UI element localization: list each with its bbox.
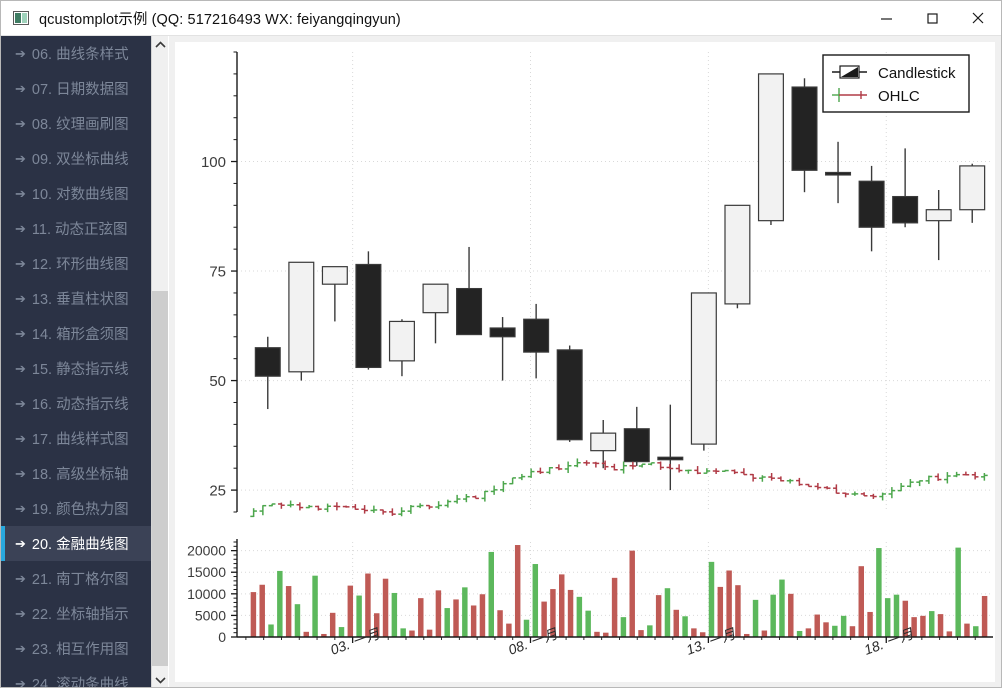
sidebar-item-label: 08. 纹理画刷图	[31, 117, 129, 133]
scrollbar-thumb[interactable]	[152, 291, 168, 666]
sidebar-item-label: 21. 南丁格尔图	[31, 572, 129, 588]
y-tick-label: 50	[209, 373, 226, 390]
ohlc-series	[250, 458, 988, 518]
title-bar: qcustomplot示例 (QQ: 517216493 WX: feiyang…	[1, 1, 1001, 36]
app-icon	[13, 11, 29, 25]
y-tick-label: 75	[209, 264, 226, 281]
sidebar-item-label: 07. 日期数据图	[31, 82, 129, 98]
volume-tick-label: 5000	[195, 607, 226, 623]
y-tick-label: 25	[209, 483, 226, 500]
sidebar-item-16[interactable]: ➔ 16. 动态指示线	[1, 386, 151, 421]
arrow-icon: ➔	[15, 256, 26, 271]
sidebar-item-20[interactable]: ➔ 20. 金融曲线图	[1, 526, 151, 561]
arrow-icon: ➔	[15, 501, 26, 516]
sidebar-item-label: 24. 滚动条曲线	[31, 677, 129, 688]
sidebar-item-13[interactable]: ➔ 13. 垂直柱状图	[1, 281, 151, 316]
volume-axis-tick-labels: 0 5000 10000 15000 20000	[187, 543, 226, 645]
legend-label-candlestick: Candlestick	[878, 65, 956, 82]
arrow-icon: ➔	[15, 676, 26, 688]
sidebar-item-label: 22. 坐标轴指示	[31, 607, 129, 623]
sidebar-item-label: 06. 曲线条样式	[31, 47, 129, 63]
sidebar-item-label: 17. 曲线样式图	[31, 432, 129, 448]
sidebar-item-label: 20. 金融曲线图	[31, 537, 129, 553]
sidebar-item-24[interactable]: ➔ 24. 滚动条曲线	[1, 666, 151, 688]
sidebar-item-label: 23. 相互作用图	[31, 642, 129, 658]
sidebar-item-15[interactable]: ➔ 15. 静态指示线	[1, 351, 151, 386]
arrow-icon: ➔	[15, 361, 26, 376]
sidebar-item-11[interactable]: ➔ 11. 动态正弦图	[1, 211, 151, 246]
sidebar-item-label: 16. 动态指示线	[31, 397, 129, 413]
volume-tick-label: 15000	[187, 564, 226, 580]
sidebar-item-label: 18. 高级坐标轴	[31, 467, 129, 483]
arrow-icon: ➔	[15, 46, 26, 61]
sidebar-item-22[interactable]: ➔ 22. 坐标轴指示	[1, 596, 151, 631]
sidebar-item-09[interactable]: ➔ 09. 双坐标曲线	[1, 141, 151, 176]
y-axis-tick-labels: 25 50 75 100	[201, 154, 226, 500]
arrow-icon: ➔	[15, 536, 26, 551]
sidebar-item-label: 14. 箱形盒须图	[31, 327, 129, 343]
volume-tick-label: 0	[218, 629, 226, 645]
sidebar-item-10[interactable]: ➔ 10. 对数曲线图	[1, 176, 151, 211]
chart-legend[interactable]: Candlestick OHLC	[822, 54, 970, 113]
sidebar-item-23[interactable]: ➔ 23. 相互作用图	[1, 631, 151, 666]
arrow-icon: ➔	[15, 571, 26, 586]
close-button[interactable]	[955, 1, 1001, 35]
sidebar-item-label: 11. 动态正弦图	[31, 222, 128, 238]
y-tick-label: 100	[201, 154, 226, 171]
candlestick-series	[254, 73, 986, 491]
minimize-button[interactable]	[863, 1, 909, 35]
sidebar-item-14[interactable]: ➔ 14. 箱形盒须图	[1, 316, 151, 351]
x-tick-label: 03. 一月	[328, 625, 383, 658]
sidebar-item-08[interactable]: ➔ 08. 纹理画刷图	[1, 106, 151, 141]
sidebar-item-label: 12. 环形曲线图	[31, 257, 129, 273]
volume-tick-label: 20000	[187, 543, 226, 559]
arrow-icon: ➔	[15, 641, 26, 656]
qcustomplot-canvas[interactable]: 25 50 75 100 0 5000 10000 15000 20000 03. 一月 08.…	[175, 42, 995, 682]
sidebar-item-06[interactable]: ➔ 06. 曲线条样式	[1, 36, 151, 71]
arrow-icon: ➔	[15, 606, 26, 621]
volume-bar-series	[250, 545, 988, 637]
sidebar-item-19[interactable]: ➔ 19. 颜色热力图	[1, 491, 151, 526]
arrow-icon: ➔	[15, 326, 26, 341]
window-controls	[863, 1, 1001, 35]
sidebar-item-label: 19. 颜色热力图	[31, 502, 129, 518]
legend-label-ohlc: OHLC	[878, 88, 920, 105]
chart-gridlines	[237, 52, 993, 637]
sidebar-item-label: 15. 静态指示线	[31, 362, 129, 378]
arrow-icon: ➔	[15, 186, 26, 201]
arrow-icon: ➔	[15, 431, 26, 446]
sidebar-item-12[interactable]: ➔ 12. 环形曲线图	[1, 246, 151, 281]
sidebar-item-18[interactable]: ➔ 18. 高级坐标轴	[1, 456, 151, 491]
scroll-down-icon[interactable]	[152, 671, 168, 687]
sidebar-item-label: 10. 对数曲线图	[31, 187, 129, 203]
sidebar-item-07[interactable]: ➔ 07. 日期数据图	[1, 71, 151, 106]
sidebar-scrollbar[interactable]	[151, 36, 168, 687]
arrow-icon: ➔	[15, 116, 26, 131]
scroll-up-icon[interactable]	[152, 36, 168, 53]
arrow-icon: ➔	[15, 291, 26, 306]
sidebar-item-label: 13. 垂直柱状图	[31, 292, 129, 308]
arrow-icon: ➔	[15, 396, 26, 411]
arrow-icon: ➔	[15, 221, 26, 236]
window-title: qcustomplot示例 (QQ: 517216493 WX: feiyang…	[39, 11, 401, 28]
sidebar-item-label: 09. 双坐标曲线	[31, 152, 129, 168]
sidebar-nav[interactable]: ➔ 06. 曲线条样式 ➔ 07. 日期数据图 ➔ 08. 纹理画刷图 ➔ 09. 双坐…	[1, 36, 151, 688]
volume-tick-label: 10000	[187, 586, 226, 602]
arrow-icon: ➔	[15, 466, 26, 481]
chart-axes	[231, 51, 993, 643]
sidebar-item-17[interactable]: ➔ 17. 曲线样式图	[1, 421, 151, 456]
maximize-button[interactable]	[909, 1, 955, 35]
arrow-icon: ➔	[15, 151, 26, 166]
sidebar-item-21[interactable]: ➔ 21. 南丁格尔图	[1, 561, 151, 596]
plot-panel: 25 50 75 100 0 5000 10000 15000 20000 03. 一月 08.…	[169, 36, 1001, 687]
arrow-icon: ➔	[15, 81, 26, 96]
